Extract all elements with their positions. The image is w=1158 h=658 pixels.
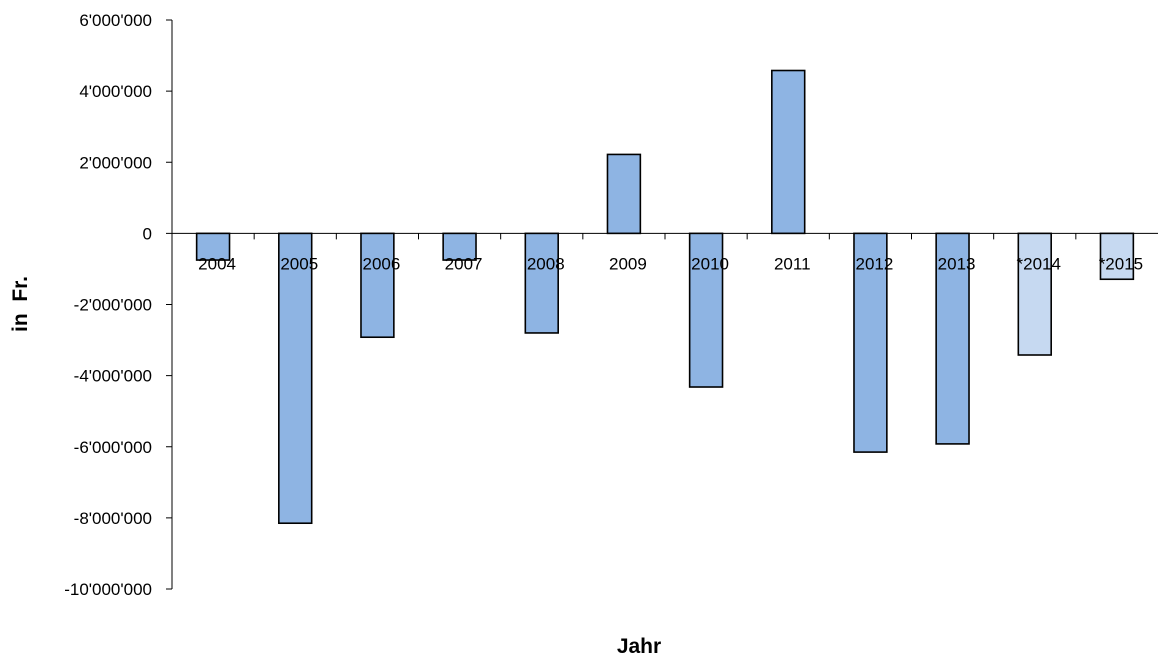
bar-2005 [278,232,313,525]
x-tick-label: 2008 [527,254,565,273]
x-tick-label: 2009 [609,254,647,273]
x-tick-label: 2007 [445,254,483,273]
bar-2008 [524,232,559,334]
bar-2007 [442,232,477,261]
x-tick-label: 2010 [691,254,729,273]
y-tick-label: -10'000'000 [64,580,152,599]
bar-2011 [771,69,806,235]
x-tick-label: 2005 [280,254,318,273]
bars-group [195,69,1135,525]
x-axis-title: Jahr [617,635,661,658]
bar-est-2014 [1017,232,1052,356]
y-tick-label: 4'000'000 [79,82,152,101]
y-tick-label: 6'000'000 [79,11,152,30]
y-tick-label: 2'000'000 [79,153,152,172]
y-tick-label: -4'000'000 [74,367,152,386]
x-tick-label: 2012 [856,254,894,273]
x-tick-label: 2006 [363,254,401,273]
bar-2012 [853,232,888,453]
bar-2006 [360,232,395,339]
y-tick-label: -8'000'000 [74,509,152,528]
bar-2013 [935,232,970,445]
y-tick-label: -6'000'000 [74,438,152,457]
bar-2009 [606,153,642,235]
x-tick-label: 2004 [198,254,236,273]
y-tick-label: 0 [143,224,152,243]
y-axis: 6'000'000 4'000'000 2'000'000 0 -2'000'000 -4… [64,11,173,599]
x-tick-label: *2014 [1017,254,1061,273]
x-axis [172,232,1158,240]
x-tick-label: *2015 [1099,254,1143,273]
bar-2004 [195,232,231,261]
bar-est-2015 [1099,232,1135,281]
x-tick-label: 2013 [938,254,976,273]
y-tick-label: -2'000'000 [74,296,152,315]
y-axis-title: in Fr. [9,276,32,332]
x-tick-labels: 2004 2005 2006 2007 2008 2009 2010 2011 2012 2013… [198,254,1143,273]
x-tick-label: 2011 [774,254,811,273]
